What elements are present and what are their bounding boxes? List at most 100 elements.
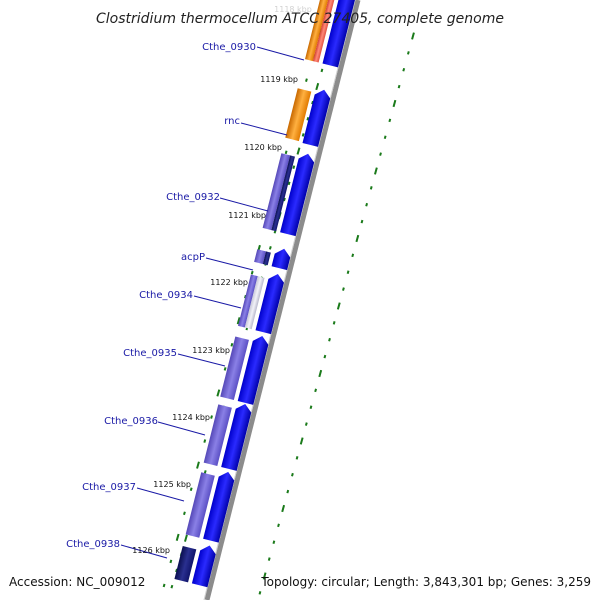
outer-tick bbox=[304, 422, 308, 426]
outer-tick bbox=[365, 202, 369, 207]
outer-tick bbox=[262, 572, 267, 580]
left-tick bbox=[183, 511, 186, 516]
inner-tick bbox=[292, 165, 296, 170]
leader-line-cthe-0937 bbox=[136, 487, 185, 502]
genome-stats-text: Topology: circular; Length: 3,843,301 bp… bbox=[260, 575, 591, 589]
cds-bar-acpp bbox=[254, 249, 267, 265]
outer-tick bbox=[272, 540, 276, 545]
outer-tick bbox=[336, 302, 341, 310]
kbp-label-1119: 1119 kbp bbox=[260, 75, 298, 84]
outer-tick bbox=[397, 84, 401, 89]
outer-tick bbox=[323, 354, 327, 359]
outer-tick bbox=[267, 557, 271, 561]
outer-tick bbox=[411, 32, 415, 40]
outer-tick bbox=[388, 118, 392, 123]
cds-bar-cthe-0932 bbox=[262, 153, 291, 231]
outer-tick bbox=[406, 51, 410, 55]
cds-bar-cthe-0934-gray bbox=[244, 276, 265, 330]
kbp-label-1125: 1125 kbp bbox=[153, 480, 191, 489]
outer-tick bbox=[355, 234, 360, 243]
outer-tick bbox=[402, 67, 406, 72]
outer-tick bbox=[318, 369, 323, 378]
gene-arrow-cthe-0936 bbox=[221, 403, 252, 471]
left-tick bbox=[196, 461, 200, 469]
inner-tick bbox=[184, 534, 188, 542]
gene-label-acpp: acpP bbox=[181, 252, 205, 263]
inner-tick bbox=[315, 82, 320, 91]
inner-tick bbox=[301, 133, 305, 137]
gene-arrow-cthe-0930 bbox=[322, 0, 357, 68]
left-tick bbox=[189, 487, 193, 492]
kbp-label-1121: 1121 kbp bbox=[228, 211, 266, 220]
rrna-bar-cthe-0930-red bbox=[312, 0, 337, 63]
outer-tick bbox=[360, 219, 364, 224]
left-tick bbox=[250, 270, 254, 275]
left-tick bbox=[162, 583, 166, 588]
inner-tick bbox=[283, 197, 286, 202]
left-tick bbox=[284, 150, 288, 155]
kbp-label-1118: 1118 kbp bbox=[274, 5, 312, 14]
leader-line-cthe-0936 bbox=[157, 421, 206, 436]
left-tick bbox=[236, 317, 241, 325]
outer-tick bbox=[383, 135, 387, 140]
outer-tick bbox=[392, 99, 397, 108]
leader-line-cthe-0934 bbox=[193, 295, 242, 309]
inner-tick bbox=[306, 116, 310, 121]
outer-tick bbox=[277, 523, 280, 528]
outer-tick bbox=[328, 337, 331, 342]
gene-arrow-cthe-0934 bbox=[255, 273, 284, 335]
cds-bar-cthe-0934 bbox=[238, 274, 258, 328]
outer-tick bbox=[342, 287, 345, 291]
gene-arrow-cthe-0935 bbox=[237, 336, 269, 405]
gene-label-rnc: rnc bbox=[224, 116, 240, 127]
leader-line-cthe-0938 bbox=[120, 544, 168, 559]
outer-tick bbox=[291, 472, 294, 477]
gene-labels: Cthe_0930 rnc Cthe_0932 acpP Cthe_0934 C… bbox=[66, 42, 305, 559]
genome-title: Clostridium thermocellum ATCC 27405, com… bbox=[96, 11, 504, 27]
gene-label-cthe-0937: Cthe_0937 bbox=[82, 482, 136, 493]
gene-arrow-acpp bbox=[271, 248, 291, 271]
outer-tick bbox=[281, 504, 286, 513]
outer-tick bbox=[332, 321, 336, 325]
outer-tick bbox=[309, 405, 313, 410]
kbp-label-1123: 1123 kbp bbox=[192, 346, 230, 355]
gene-label-cthe-0934: Cthe_0934 bbox=[139, 290, 193, 301]
kbp-label-1122: 1122 kbp bbox=[210, 278, 248, 287]
outer-tick bbox=[369, 186, 373, 190]
inner-tick bbox=[287, 181, 291, 186]
cds-bar-cthe-0938 bbox=[174, 545, 197, 583]
outer-tick bbox=[379, 152, 382, 156]
left-tick bbox=[305, 78, 308, 82]
outer-tick bbox=[295, 456, 299, 460]
inner-tick bbox=[311, 100, 314, 105]
gene-arrow-cthe-0932 bbox=[280, 153, 315, 237]
outer-tick bbox=[299, 437, 304, 445]
left-tick bbox=[175, 533, 180, 541]
outer-tick bbox=[374, 167, 378, 175]
outer-tick bbox=[346, 270, 350, 275]
left-tick bbox=[223, 367, 227, 371]
left-tick bbox=[169, 559, 173, 564]
feature-track bbox=[174, 0, 357, 588]
left-tick bbox=[203, 439, 207, 443]
gene-label-cthe-0932: Cthe_0932 bbox=[166, 192, 220, 203]
rrna-bar-rnc bbox=[285, 88, 312, 142]
cds-bar-cthe-0935 bbox=[220, 336, 249, 401]
cds-bar-acpp-navy bbox=[262, 251, 271, 266]
cds-bar-cthe-0937 bbox=[185, 472, 215, 538]
inner-tick bbox=[170, 584, 174, 589]
gene-label-cthe-0938: Cthe_0938 bbox=[66, 539, 120, 550]
left-tick bbox=[216, 389, 221, 397]
gene-label-cthe-0936: Cthe_0936 bbox=[104, 416, 158, 427]
cds-bar-cthe-0932-navy bbox=[271, 155, 295, 232]
outer-tick bbox=[314, 388, 318, 393]
kbp-label-1126: 1126 kbp bbox=[132, 546, 170, 555]
kbp-label-1124: 1124 kbp bbox=[172, 413, 210, 422]
leader-line-cthe-0932 bbox=[219, 197, 269, 212]
gene-label-cthe-0935: Cthe_0935 bbox=[123, 348, 177, 359]
rrna-bar-cthe-0930 bbox=[305, 0, 332, 62]
left-tick bbox=[210, 415, 213, 419]
genome-backbone bbox=[204, 0, 361, 600]
gene-arrow-cthe-0938 bbox=[191, 545, 216, 588]
